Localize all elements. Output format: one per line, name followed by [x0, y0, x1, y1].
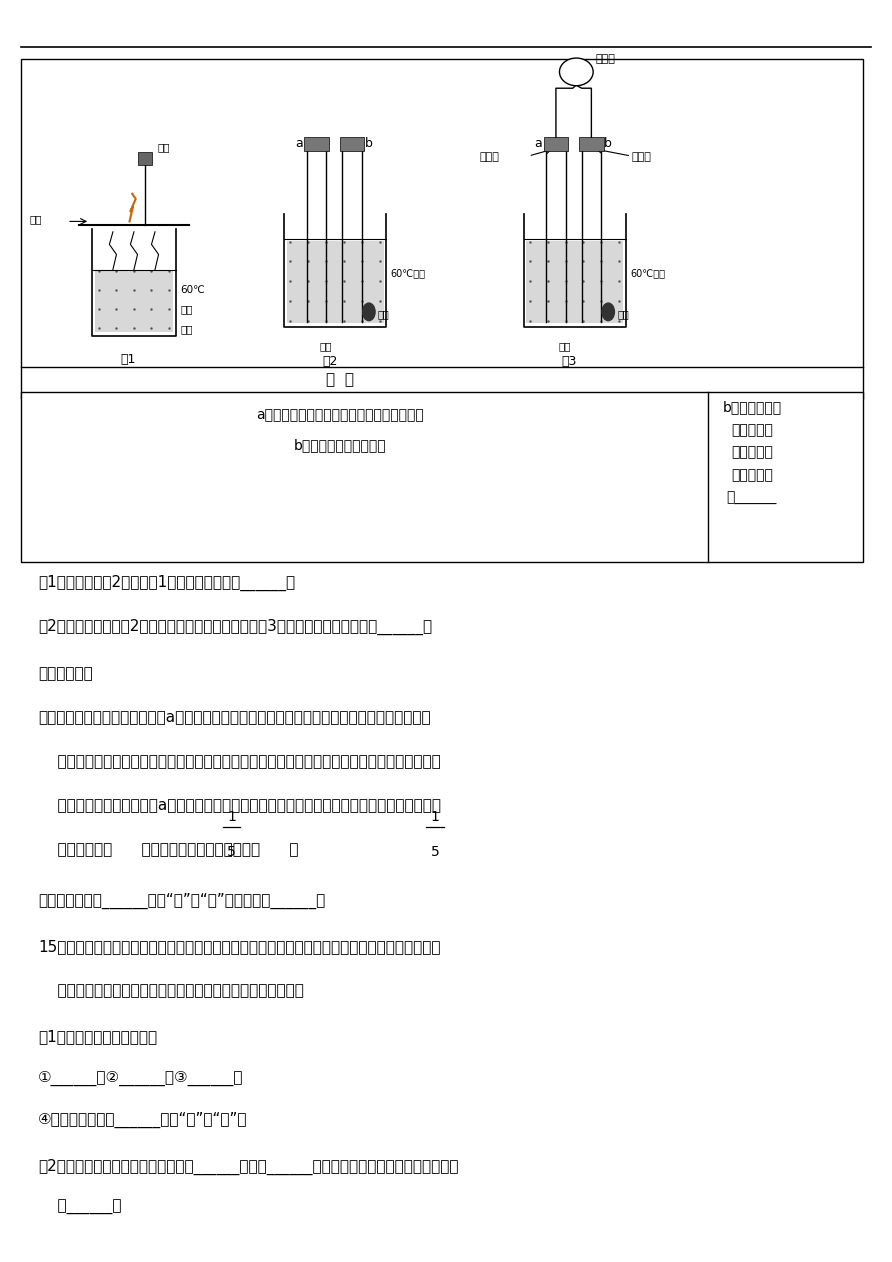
Text: 红磷: 红磷 — [158, 141, 170, 151]
Text: 1: 1 — [227, 810, 235, 824]
Text: 玻璃管: 玻璃管 — [632, 151, 651, 162]
Text: 热水中白磷: 热水中白磷 — [731, 423, 772, 437]
Text: 红磷: 红磷 — [617, 309, 629, 319]
Text: a试管中白磷燃烧，热水中的白磷没有燃烧。: a试管中白磷燃烧，热水中的白磷没有燃烧。 — [256, 408, 424, 422]
Text: 热水: 热水 — [180, 304, 193, 314]
Text: 15．用砂纸擦除铜片和锤片表面的氧化膜，用导线将铜片和锤片分别连接到电流计的正、负极，然: 15．用砂纸擦除铜片和锤片表面的氧化膜，用导线将铜片和锤片分别连接到电流计的正、… — [38, 939, 441, 954]
Text: 是______: 是______ — [727, 491, 777, 505]
Bar — [137, 153, 152, 165]
Text: 拓展与迁移：: 拓展与迁移： — [38, 666, 93, 681]
Text: （2）实验中发生能量变化的形式是由______能变为______能，发生这种能量变化的化学方程式: （2）实验中发生能量变化的形式是由______能变为______能，发生这种能量… — [38, 1159, 458, 1175]
Circle shape — [602, 303, 615, 321]
Bar — [579, 138, 604, 151]
Bar — [340, 138, 365, 151]
Text: 60℃: 60℃ — [180, 285, 205, 295]
Text: b: b — [365, 138, 372, 150]
Text: 你赞同的预测是______（填“甲”或“乙”），理由是______。: 你赞同的预测是______（填“甲”或“乙”），理由是______。 — [38, 892, 326, 909]
Text: b试管中红磷、: b试管中红磷、 — [723, 400, 781, 414]
Text: a: a — [534, 138, 542, 150]
Text: b试管中红磷没有燃烧。: b试管中红磷没有燃烧。 — [293, 438, 386, 452]
Text: 玻璃管: 玻璃管 — [480, 151, 500, 162]
Bar — [21, 392, 863, 562]
Text: 白磷: 白磷 — [180, 324, 193, 334]
Bar — [95, 270, 173, 332]
Text: 图1: 图1 — [120, 353, 136, 366]
Text: 图2: 图2 — [322, 355, 337, 367]
Text: ④电流计指针偏向______（填“铜”或“锤”）: ④电流计指针偏向______（填“铜”或“锤”） — [38, 1112, 248, 1128]
Text: 60℃热水: 60℃热水 — [391, 268, 425, 278]
Bar — [287, 241, 384, 323]
Text: 白磷: 白磷 — [558, 342, 571, 352]
Text: 白磷: 白磷 — [319, 342, 332, 352]
Text: 5: 5 — [227, 844, 235, 858]
Text: 近试管容积的      ；乙：不一定接近试管容积的      。: 近试管容积的 ；乙：不一定接近试管容积的 。 — [38, 842, 299, 857]
Bar — [526, 241, 623, 323]
Text: 图3: 图3 — [561, 355, 576, 367]
Text: 红磷: 红磷 — [377, 309, 390, 319]
Bar — [543, 138, 568, 151]
Text: 1: 1 — [431, 810, 440, 824]
Text: 60℃热水: 60℃热水 — [630, 268, 665, 278]
Text: a: a — [295, 138, 303, 150]
Text: （1）改进后的图2装置与图1装置比较，优点是______。: （1）改进后的图2装置与图1装置比较，优点是______。 — [38, 574, 295, 591]
Text: 皮塞占试管的容积，进入a试管内液体的体积会是多少呢？大家争论后，出现两种预测。甲：接: 皮塞占试管的容积，进入a试管内液体的体积会是多少呢？大家争论后，出现两种预测。甲… — [38, 798, 442, 813]
Text: 实验小结时，小朱同学说：「待a试管冷却后，如果将试管倒立，试管口紧贴水面（室温下）。并: 实验小结时，小朱同学说：「待a试管冷却后，如果将试管倒立，试管口紧贴水面（室温下… — [38, 711, 431, 726]
Text: 是______．: 是______． — [38, 1200, 121, 1215]
Text: 5: 5 — [431, 844, 440, 858]
Text: 白磷: 白磷 — [29, 215, 42, 225]
Text: （1）可以观察到的现象有：: （1）可以观察到的现象有： — [38, 1030, 157, 1044]
Text: 都没有燃烧: 都没有燃烧 — [731, 445, 772, 459]
Bar — [21, 59, 863, 399]
Text: （2）小林同学指出图2装置仍有不足之处，并设计了图3装置，其中气球的作用是______。: （2）小林同学指出图2装置仍有不足之处，并设计了图3装置，其中气球的作用是___… — [38, 618, 433, 635]
Text: ①______；②______；③______；: ①______；②______；③______； — [38, 1070, 244, 1087]
Text: 取下橡皮塞，将看到液体进入试管。」这一说法得到大家的一致认同。小晶问：「如果不考虑橡: 取下橡皮塞，将看到液体进入试管。」这一说法得到大家的一致认同。小晶问：「如果不考… — [38, 755, 441, 769]
Text: 瘾气球: 瘾气球 — [596, 54, 615, 64]
Text: 的原因分别: 的原因分别 — [731, 468, 772, 482]
Ellipse shape — [559, 58, 593, 86]
Circle shape — [363, 303, 375, 321]
Bar — [304, 138, 329, 151]
Text: b: b — [604, 138, 612, 150]
Text: 现  象: 现 象 — [326, 372, 353, 387]
Text: 后把锤片和铜片一起插入盛有硫酸铜溶液的烧杯中（如图）．: 后把锤片和铜片一起插入盛有硫酸铜溶液的烧杯中（如图）． — [38, 983, 304, 998]
